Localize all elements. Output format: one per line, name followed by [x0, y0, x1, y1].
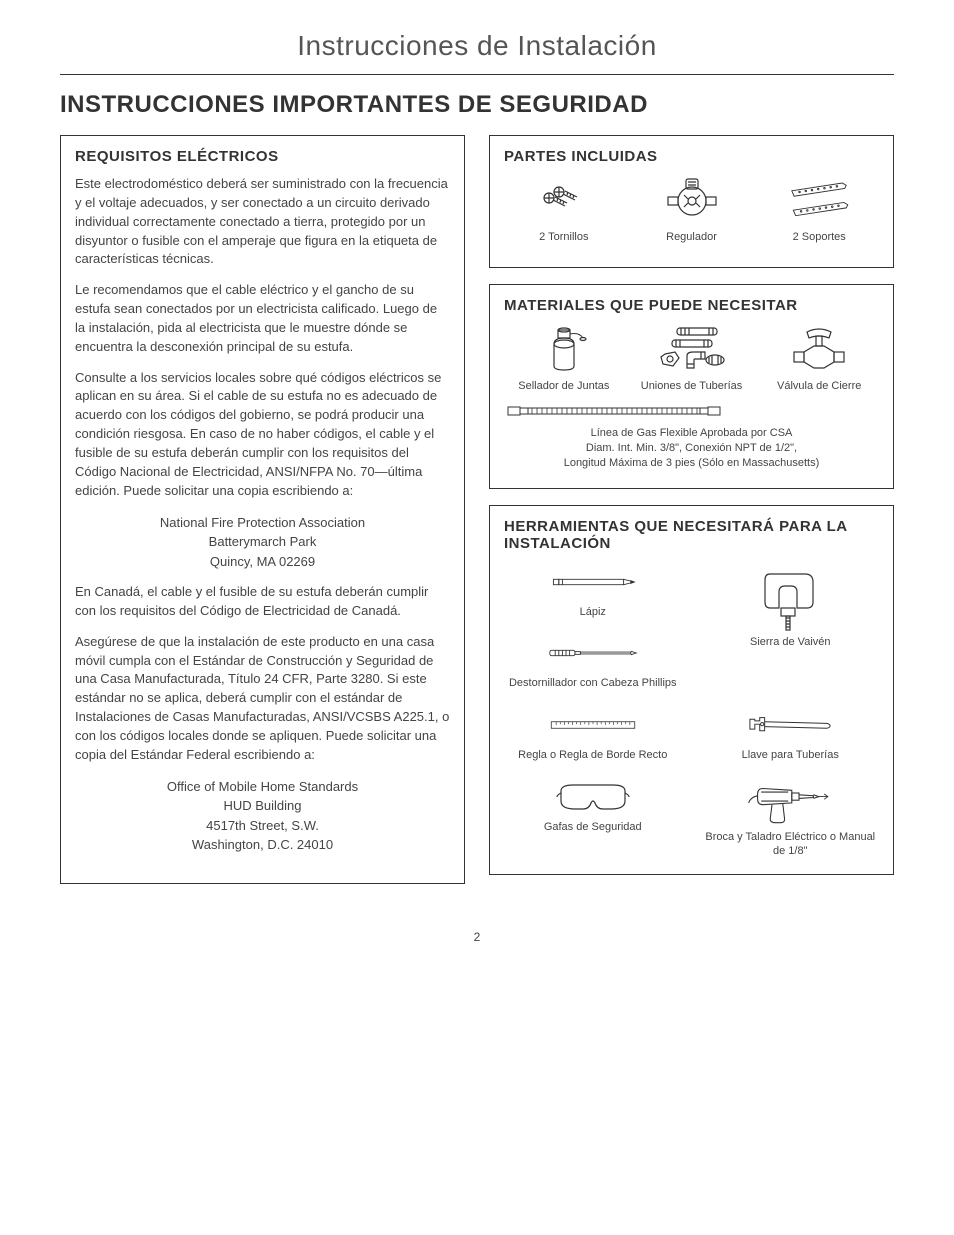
tool-item: Regla o Regla de Borde Recto: [504, 705, 682, 763]
nfpa-address: National Fire Protection Association Bat…: [75, 513, 450, 572]
tool-label: Lápiz: [580, 606, 606, 620]
addr-line: National Fire Protection Association: [75, 513, 450, 533]
tool-item: Destornillador con Cabeza Phillips: [504, 633, 682, 691]
two-column-layout: REQUISITOS ELÉCTRICOS Este electrodomést…: [60, 135, 894, 900]
material-label: Uniones de Tuberías: [641, 380, 743, 394]
addr-line: 4517th Street, S.W.: [75, 816, 450, 836]
part-item: Regulador: [632, 175, 752, 245]
tool-item: Sierra de Vaivén: [702, 562, 880, 692]
pipewrench-icon: [745, 705, 835, 745]
tool-label: Sierra de Vaivén: [750, 636, 831, 650]
flex-gas-line-icon: [504, 402, 879, 420]
parts-included-box: PARTES INCLUIDAS: [489, 135, 894, 268]
ruler-icon: [548, 705, 638, 745]
brackets-icon: [784, 175, 854, 225]
goggles-icon: [548, 777, 638, 817]
electrical-p3: Consulte a los servicios locales sobre q…: [75, 369, 450, 501]
main-heading: INSTRUCCIONES IMPORTANTES DE SEGURIDAD: [60, 91, 894, 119]
page-title: Instrucciones de Instalación: [60, 30, 894, 75]
tool-label: Broca y Taladro Eléctrico o Manual de 1/…: [702, 831, 880, 859]
sealant-icon: [529, 324, 599, 374]
tools-box: HERRAMIENTAS QUE NECESITARÁ PARA LA INST…: [489, 505, 894, 876]
material-item: Uniones de Tuberías: [632, 324, 752, 394]
addr-line: Batterymarch Park: [75, 532, 450, 552]
valve-icon: [784, 324, 854, 374]
addr-line: HUD Building: [75, 796, 450, 816]
parts-heading: PARTES INCLUIDAS: [504, 148, 879, 165]
materials-box: MATERIALES QUE PUEDE NECESITAR: [489, 284, 894, 489]
screws-icon: [529, 175, 599, 225]
tool-label: Destornillador con Cabeza Phillips: [509, 677, 677, 691]
part-label: Regulador: [666, 231, 717, 245]
electrical-p1: Este electrodoméstico deberá ser suminis…: [75, 175, 450, 269]
material-label: Válvula de Cierre: [777, 380, 861, 394]
electrical-p2: Le recomendamos que el cable eléctrico y…: [75, 281, 450, 356]
addr-line: Office of Mobile Home Standards: [75, 777, 450, 797]
electrical-p5: Asegúrese de que la instalación de este …: [75, 633, 450, 765]
caption-line: Longitud Máxima de 3 pies (Sólo en Massa…: [504, 456, 879, 471]
material-label: Sellador de Juntas: [518, 380, 609, 394]
addr-line: Washington, D.C. 24010: [75, 835, 450, 855]
pencil-icon: [548, 562, 638, 602]
electrical-requirements-box: REQUISITOS ELÉCTRICOS Este electrodomést…: [60, 135, 465, 884]
jigsaw-icon: [745, 562, 835, 632]
part-label: 2 Tornillos: [539, 231, 588, 245]
material-item: Sellador de Juntas: [504, 324, 624, 394]
tools-heading: HERRAMIENTAS QUE NECESITARÁ PARA LA INST…: [504, 518, 879, 552]
tool-item: Broca y Taladro Eléctrico o Manual de 1/…: [702, 777, 880, 859]
tool-label: Regla o Regla de Borde Recto: [518, 749, 667, 763]
tool-item: Gafas de Seguridad: [504, 777, 682, 859]
electrical-p4: En Canadá, el cable y el fusible de su e…: [75, 583, 450, 621]
caption-line: Diam. Int. Min. 3/8", Conexión NPT de 1/…: [504, 441, 879, 456]
hud-address: Office of Mobile Home Standards HUD Buil…: [75, 777, 450, 855]
material-item: Válvula de Cierre: [759, 324, 879, 394]
drill-icon: [745, 777, 835, 827]
fittings-icon: [657, 324, 727, 374]
tool-item: Lápiz: [504, 562, 682, 620]
tool-label: Llave para Tuberías: [742, 749, 839, 763]
materials-heading: MATERIALES QUE PUEDE NECESITAR: [504, 297, 879, 314]
part-label: 2 Soportes: [793, 231, 846, 245]
gas-line-caption: Línea de Gas Flexible Aprobada por CSA D…: [504, 426, 879, 472]
screwdriver-icon: [548, 633, 638, 673]
page-number: 2: [60, 930, 894, 944]
tool-label: Gafas de Seguridad: [544, 821, 642, 835]
part-item: 2 Tornillos: [504, 175, 624, 245]
caption-line: Línea de Gas Flexible Aprobada por CSA: [504, 426, 879, 441]
regulator-icon: [657, 175, 727, 225]
addr-line: Quincy, MA 02269: [75, 552, 450, 572]
part-item: 2 Soportes: [759, 175, 879, 245]
tool-item: Llave para Tuberías: [702, 705, 880, 763]
electrical-heading: REQUISITOS ELÉCTRICOS: [75, 148, 450, 165]
